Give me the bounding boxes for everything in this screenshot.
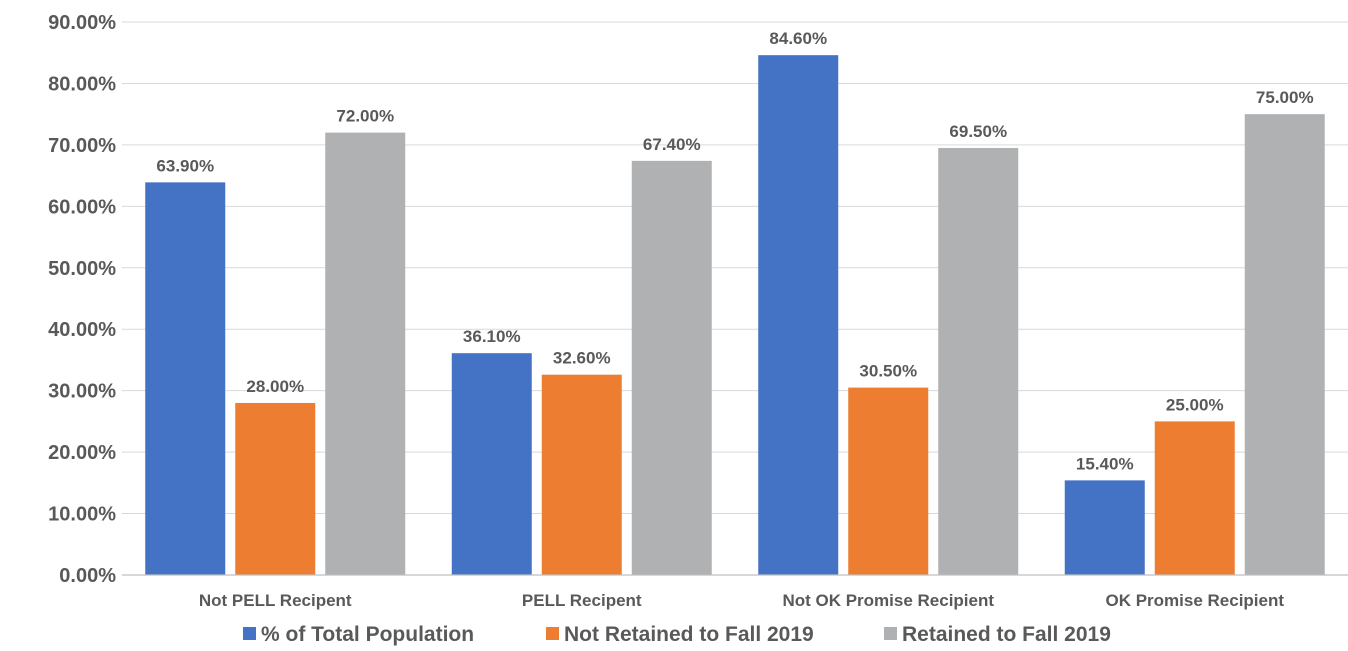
data-labels: 63.90% 28.00% 72.00% 36.10% 32.60% 67.40% 84.6…	[156, 29, 1313, 473]
legend-swatch	[546, 627, 559, 640]
y-tick-label: 0.00%	[59, 565, 116, 587]
category-label: PELL Recipent	[522, 591, 642, 610]
data-label: 69.50%	[949, 122, 1007, 141]
data-label: 36.10%	[463, 327, 521, 346]
y-tick-label: 40.00%	[48, 319, 116, 341]
bar	[631, 160, 712, 575]
data-label: 15.40%	[1076, 454, 1134, 473]
data-label: 32.60%	[553, 349, 611, 368]
bar	[451, 353, 532, 575]
data-label: 67.40%	[643, 135, 701, 154]
data-label: 63.90%	[156, 156, 214, 175]
bar	[758, 55, 839, 576]
y-tick-label: 80.00%	[48, 73, 116, 95]
legend-label: Retained to Fall 2019	[902, 623, 1111, 646]
y-tick-label: 60.00%	[48, 196, 116, 218]
bar	[938, 147, 1019, 575]
data-label: 25.00%	[1166, 395, 1224, 414]
legend-label: Not Retained to Fall 2019	[564, 623, 814, 646]
bar	[541, 374, 622, 575]
legend-swatch	[243, 627, 256, 640]
bar	[1064, 480, 1145, 575]
y-tick-label: 90.00%	[48, 12, 116, 34]
bar	[325, 132, 406, 575]
legend-swatch	[884, 627, 897, 640]
category-label: Not OK Promise Recipient	[782, 591, 994, 610]
category-label: Not PELL Recipent	[199, 591, 352, 610]
y-tick-label: 20.00%	[48, 442, 116, 464]
bar	[235, 402, 316, 575]
bars	[145, 55, 1325, 576]
bar	[848, 387, 929, 575]
y-tick-label: 70.00%	[48, 135, 116, 157]
category-label: OK Promise Recipient	[1105, 591, 1284, 610]
bar	[1244, 114, 1325, 576]
y-tick-label: 30.00%	[48, 381, 116, 403]
legend: % of Total Population Not Retained to Fal…	[243, 623, 1111, 646]
bar	[145, 182, 226, 575]
bar	[1154, 421, 1235, 575]
data-label: 72.00%	[336, 107, 394, 126]
data-label: 75.00%	[1256, 88, 1314, 107]
y-tick-label: 10.00%	[48, 504, 116, 526]
category-labels: Not PELL Recipent PELL Recipent Not OK Pro…	[199, 591, 1284, 610]
legend-label: % of Total Population	[261, 623, 474, 646]
data-label: 84.60%	[769, 29, 827, 48]
data-label: 28.00%	[246, 377, 304, 396]
data-label: 30.50%	[859, 362, 917, 381]
y-axis-ticks: 0.00% 10.00% 20.00% 30.00% 40.00% 50.00% 60.00…	[48, 12, 116, 587]
y-tick-label: 50.00%	[48, 258, 116, 280]
